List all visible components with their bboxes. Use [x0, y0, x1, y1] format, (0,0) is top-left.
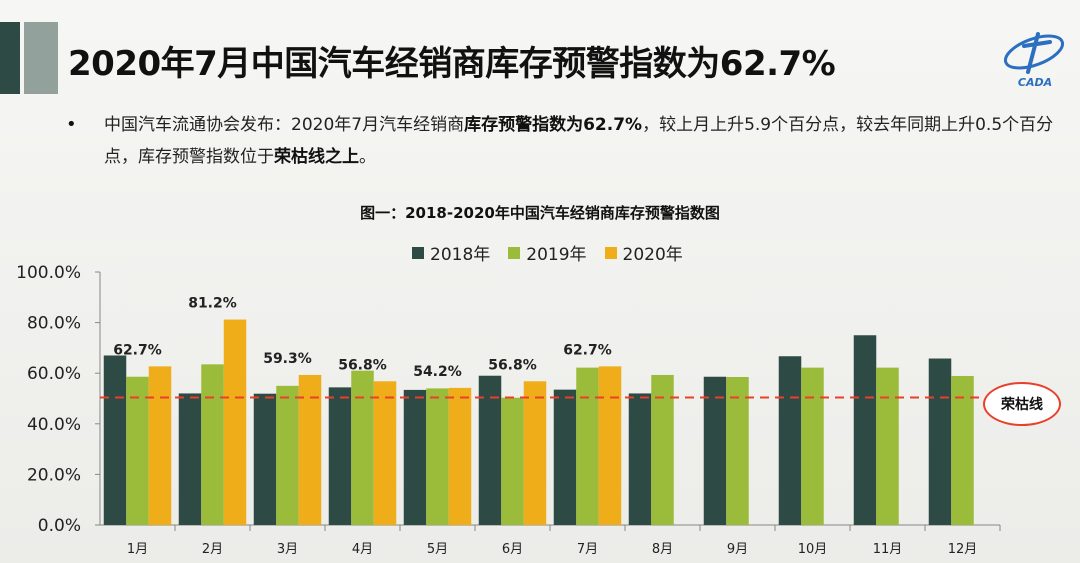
data-label-2020-4: 56.8% — [338, 357, 387, 373]
bar-2018-6 — [478, 375, 502, 525]
y-tick-label: 0.0% — [38, 516, 81, 536]
page-title: 2020年7月中国汽车经销商库存预警指数为62.7% — [68, 44, 836, 84]
bar-2020-6 — [523, 381, 547, 525]
bar-2018-11 — [853, 335, 877, 525]
bar-2019-5 — [426, 388, 449, 525]
bar-2018-5 — [403, 389, 427, 525]
x-tick-label: 9月 — [727, 542, 748, 557]
bar-2019-6 — [501, 397, 524, 525]
bar-2020-5 — [448, 387, 472, 525]
y-tick-label: 100.0% — [16, 263, 81, 283]
x-tick-label: 10月 — [798, 542, 828, 557]
y-tick-label: 20.0% — [27, 465, 81, 485]
x-tick-label: 12月 — [948, 542, 978, 557]
y-tick-label: 40.0% — [27, 415, 81, 435]
bullet-text-3: 。 — [359, 147, 376, 167]
title-accent-bar — [0, 22, 20, 94]
bar-2019-2 — [201, 364, 224, 525]
legend-item-2019: 2019年 — [508, 240, 587, 265]
data-label-2020-1: 62.7% — [113, 342, 162, 358]
legend-swatch-2020 — [604, 246, 617, 259]
bullet-text-2: ，较上月上升5.9个百分点，较去年同期上升0.5个百分点，库存预警指数位于 — [104, 115, 1054, 167]
x-tick-label: 1月 — [127, 542, 148, 557]
bar-2018-4 — [328, 387, 352, 525]
x-tick-label: 6月 — [502, 542, 523, 557]
chart-legend: 2018年 2019年 2020年 — [412, 240, 683, 265]
x-tick-label: 2月 — [202, 542, 223, 557]
bullet-dot-icon: • — [66, 114, 77, 135]
x-tick-label: 4月 — [352, 542, 373, 557]
bar-2020-4 — [373, 381, 397, 525]
bar-2019-10 — [801, 367, 824, 525]
bar-2020-7 — [598, 366, 622, 525]
bar-2018-2 — [178, 393, 202, 525]
bar-2020-1 — [148, 366, 172, 525]
y-tick-label: 60.0% — [27, 364, 81, 384]
data-label-2020-6: 56.8% — [488, 357, 537, 373]
legend-label-2020: 2020年 — [622, 245, 683, 265]
bar-2019-9 — [726, 376, 749, 525]
legend-swatch-2018 — [412, 246, 424, 259]
bar-2018-7 — [553, 389, 577, 525]
legend-item-2018: 2018年 — [412, 240, 490, 265]
bar-2018-8 — [628, 393, 652, 525]
bar-2019-12 — [951, 375, 974, 525]
cada-logo-icon: CADA — [1003, 32, 1065, 89]
bar-2018-12 — [928, 358, 952, 525]
data-label-2020-2: 81.2% — [188, 296, 237, 312]
bar-2019-7 — [576, 367, 599, 525]
title-accent-strip — [24, 22, 58, 94]
legend-swatch-2019 — [508, 246, 521, 259]
legend-label-2018: 2018年 — [430, 245, 491, 265]
bar-2018-9 — [703, 376, 727, 525]
reference-line-label: 荣枯线 — [983, 382, 1061, 426]
x-tick-label: 8月 — [652, 542, 673, 557]
bar-2019-3 — [276, 385, 299, 525]
chart-title: 图一：2018-2020年中国汽车经销商库存预警指数图 — [360, 204, 720, 222]
bullet-bold-2: 荣枯线之上 — [274, 147, 359, 167]
data-label-2020-5: 54.2% — [413, 364, 462, 380]
bar-2018-10 — [778, 356, 802, 525]
y-tick-label: 80.0% — [27, 314, 81, 334]
bullet-paragraph: 中国汽车流通协会发布：2020年7月汽车经销商库存预警指数为62.7%，较上月上… — [104, 109, 1054, 173]
legend-label-2019: 2019年 — [526, 245, 587, 265]
bar-2018-3 — [253, 393, 277, 525]
bar-2019-11 — [876, 367, 899, 525]
x-tick-label: 7月 — [577, 542, 598, 557]
x-tick-label: 11月 — [873, 542, 903, 557]
bar-2018-1 — [103, 355, 127, 525]
bar-2019-4 — [351, 370, 374, 525]
bullet-bold-1: 库存预警指数为62.7% — [464, 115, 643, 135]
bar-2019-1 — [126, 376, 149, 525]
legend-item-2020: 2020年 — [604, 240, 683, 265]
bar-2020-2 — [223, 319, 247, 525]
data-label-2020-3: 59.3% — [263, 351, 312, 367]
x-tick-label: 5月 — [427, 542, 448, 557]
bullet-text-1: 中国汽车流通协会发布：2020年7月汽车经销商 — [104, 115, 465, 135]
x-tick-label: 3月 — [277, 542, 298, 557]
logo-text: CADA — [1018, 76, 1052, 89]
bar-2019-8 — [651, 374, 674, 525]
data-label-2020-7: 62.7% — [563, 342, 612, 358]
bar-2020-3 — [298, 374, 322, 525]
